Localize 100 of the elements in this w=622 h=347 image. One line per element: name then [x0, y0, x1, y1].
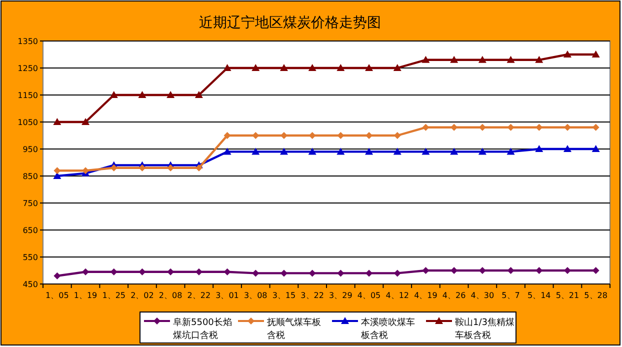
- point: [54, 167, 61, 174]
- point: [393, 64, 402, 71]
- point: [53, 118, 62, 125]
- point: [308, 64, 316, 71]
- y-tick-label: 650: [22, 226, 38, 235]
- legend-label: 阜新5500长焰煤坑口含税: [173, 317, 232, 341]
- point: [252, 270, 260, 277]
- legend-label: 本溪喷吹煤车板含税: [360, 317, 415, 341]
- point: [280, 270, 288, 277]
- point: [563, 50, 572, 58]
- x-tick-label: 4、26: [442, 291, 466, 300]
- point: [195, 164, 202, 172]
- point: [53, 172, 62, 179]
- y-tick-label: 750: [22, 199, 38, 208]
- x-tick-label: 2、02: [130, 291, 154, 300]
- point: [563, 145, 572, 152]
- x-tick-label: 3、08: [244, 291, 268, 300]
- point: [224, 132, 231, 139]
- point: [506, 148, 515, 155]
- title: 近期辽宁地区煤炭价格走势图: [199, 15, 381, 31]
- point: [592, 145, 600, 152]
- x-tick-label: 5、14: [527, 291, 551, 300]
- x-tick-label: 5、7: [502, 291, 520, 300]
- point: [308, 270, 316, 277]
- point: [507, 267, 514, 274]
- point: [422, 124, 430, 131]
- x-tick-label: 2、08: [158, 291, 182, 300]
- point: [422, 148, 430, 155]
- point: [365, 64, 374, 71]
- point: [280, 64, 288, 71]
- point: [336, 148, 345, 155]
- point: [138, 91, 146, 98]
- y-tick-label: 1150: [18, 91, 38, 100]
- point: [592, 124, 600, 131]
- y-tick-label: 1250: [18, 64, 38, 73]
- legend-label: 鞍山1/3焦精煤车板含税: [455, 317, 514, 341]
- point: [393, 148, 402, 155]
- point: [138, 164, 146, 172]
- point: [167, 268, 174, 276]
- point: [536, 124, 543, 131]
- x-tick-label: 5、28: [584, 291, 608, 300]
- point: [337, 270, 344, 277]
- point: [308, 148, 316, 155]
- point: [592, 267, 600, 274]
- x-tick-label: 2、22: [187, 291, 211, 300]
- point: [422, 56, 430, 63]
- point: [592, 50, 600, 58]
- point: [54, 272, 61, 280]
- point: [450, 148, 458, 155]
- point: [82, 118, 90, 125]
- x-tick-label: 4、30: [470, 291, 494, 300]
- point: [450, 124, 458, 131]
- point: [166, 91, 175, 98]
- point: [110, 268, 118, 276]
- x-tick-label: 3、01: [216, 291, 239, 300]
- point: [167, 164, 174, 172]
- point: [195, 268, 202, 276]
- point: [336, 64, 345, 71]
- point: [366, 270, 373, 277]
- point: [365, 148, 374, 155]
- x-tick-label: 3、22: [300, 291, 324, 300]
- point: [223, 64, 232, 71]
- point: [535, 56, 544, 63]
- point: [252, 64, 260, 71]
- point: [507, 124, 514, 131]
- y-tick-label: 1050: [18, 118, 38, 127]
- point: [506, 56, 515, 63]
- point: [478, 148, 486, 155]
- y-tick-label: 950: [22, 145, 38, 154]
- point: [394, 270, 401, 277]
- point: [223, 148, 232, 155]
- x-tick-label: 3、29: [329, 291, 352, 300]
- point: [252, 148, 260, 155]
- x-tick-label: 1、19: [74, 291, 98, 300]
- x-tick-label: 1、25: [102, 291, 126, 300]
- x-tick-label: 4、19: [414, 291, 438, 300]
- point: [280, 148, 288, 155]
- point: [82, 268, 90, 276]
- y-tick-label: 450: [22, 280, 38, 289]
- x-tick-label: 3、15: [272, 291, 296, 300]
- point: [450, 56, 458, 63]
- point: [478, 56, 486, 63]
- x-tick-label: 5、21: [556, 291, 580, 300]
- point: [535, 145, 544, 152]
- y-tick-label: 1350: [18, 37, 38, 46]
- point: [194, 91, 203, 98]
- point: [536, 267, 543, 274]
- legend-label: 抚顺气煤车板含税: [266, 317, 321, 341]
- point: [110, 164, 118, 172]
- point: [308, 132, 316, 139]
- point: [422, 267, 430, 274]
- point: [138, 268, 146, 276]
- point: [337, 132, 344, 139]
- y-tick-label: 850: [22, 172, 38, 181]
- point: [478, 124, 486, 131]
- x-tick-label: 4、05: [357, 291, 381, 300]
- x-tick-label: 4、12: [386, 291, 410, 300]
- point: [224, 268, 231, 276]
- x-tick-label: 1、05: [46, 291, 69, 300]
- point: [564, 124, 571, 131]
